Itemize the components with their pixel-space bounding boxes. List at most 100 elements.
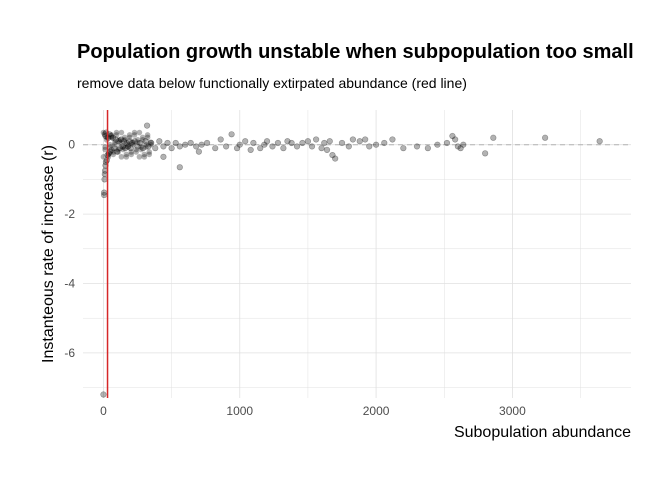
- x-tick-label: 3000: [499, 404, 526, 418]
- data-point: [117, 137, 123, 143]
- data-point: [329, 152, 336, 159]
- data-point: [118, 129, 125, 136]
- data-point: [482, 150, 489, 157]
- data-point: [413, 143, 421, 150]
- data-point: [128, 149, 135, 155]
- data-point: [284, 138, 291, 145]
- data-point: [116, 145, 123, 152]
- data-point: [203, 139, 211, 147]
- y-tick-label: -4: [64, 276, 75, 290]
- data-points: [100, 122, 603, 398]
- data-point: [182, 141, 189, 148]
- data-point: [143, 141, 149, 148]
- data-point: [130, 141, 136, 148]
- data-point: [121, 134, 128, 141]
- data-point: [452, 136, 459, 143]
- data-point: [139, 145, 147, 152]
- x-tick-label: 1000: [226, 404, 253, 418]
- data-point: [424, 145, 431, 152]
- data-point: [128, 151, 135, 158]
- data-point: [454, 143, 461, 150]
- y-tick-label: -6: [64, 346, 75, 360]
- data-point: [130, 139, 136, 146]
- data-point: [136, 129, 143, 136]
- data-point: [366, 143, 373, 150]
- data-point: [280, 145, 287, 152]
- data-point: [128, 139, 136, 147]
- data-point: [372, 141, 380, 148]
- data-point: [321, 139, 328, 147]
- data-point: [120, 138, 127, 145]
- data-point: [176, 143, 183, 150]
- data-point: [101, 176, 108, 183]
- data-point: [107, 144, 113, 150]
- data-point: [108, 146, 115, 154]
- data-point: [102, 146, 108, 153]
- data-point: [120, 144, 126, 150]
- data-point: [160, 153, 167, 160]
- data-point: [288, 139, 295, 147]
- data-point: [105, 154, 112, 160]
- data-point: [172, 139, 179, 147]
- data-point: [108, 132, 115, 138]
- data-point: [236, 141, 243, 148]
- y-axis-ticks: 0 -2 -4 -6: [64, 138, 75, 360]
- data-point: [195, 148, 202, 155]
- data-point: [118, 136, 125, 143]
- data-point: [110, 151, 117, 158]
- data-point: [263, 138, 271, 145]
- data-point: [103, 137, 110, 143]
- data-point: [223, 143, 230, 150]
- data-point: [490, 134, 497, 141]
- data-point: [113, 129, 120, 136]
- data-point: [143, 144, 149, 150]
- data-point: [138, 144, 144, 150]
- data-point: [242, 138, 249, 145]
- grid: [83, 110, 631, 398]
- data-point: [345, 143, 352, 150]
- data-point: [137, 139, 144, 147]
- data-point: [135, 137, 141, 143]
- data-point: [118, 154, 125, 160]
- data-point: [126, 134, 133, 141]
- data-point: [119, 143, 126, 150]
- data-point: [434, 141, 441, 148]
- data-point: [125, 144, 131, 150]
- data-point: [126, 132, 133, 138]
- data-point: [123, 151, 130, 158]
- data-point: [100, 154, 107, 160]
- data-point: [141, 151, 148, 158]
- data-point: [152, 145, 159, 152]
- data-point: [228, 131, 235, 138]
- data-point: [187, 139, 194, 147]
- data-point: [141, 154, 148, 160]
- data-point: [326, 138, 333, 145]
- y-tick-label: -2: [64, 207, 75, 221]
- data-point: [349, 136, 357, 143]
- data-point: [138, 146, 144, 153]
- data-point: [160, 143, 167, 150]
- data-point: [135, 139, 141, 146]
- data-point: [131, 132, 138, 138]
- data-point: [389, 136, 396, 143]
- data-point: [121, 137, 128, 143]
- data-point: [108, 134, 115, 141]
- data-point: [133, 146, 139, 153]
- data-point: [269, 143, 276, 150]
- data-point: [304, 138, 312, 145]
- data-point: [109, 134, 117, 141]
- data-point: [247, 146, 254, 154]
- data-point: [323, 146, 331, 154]
- data-point: [381, 139, 388, 147]
- data-point: [212, 145, 219, 152]
- data-point: [146, 149, 153, 155]
- data-point: [122, 145, 129, 152]
- data-point: [107, 141, 113, 148]
- data-point: [112, 139, 118, 146]
- data-point: [217, 136, 224, 143]
- x-tick-label: 0: [100, 404, 107, 418]
- data-point: [457, 145, 464, 152]
- data-point: [156, 138, 163, 145]
- data-point: [127, 145, 134, 152]
